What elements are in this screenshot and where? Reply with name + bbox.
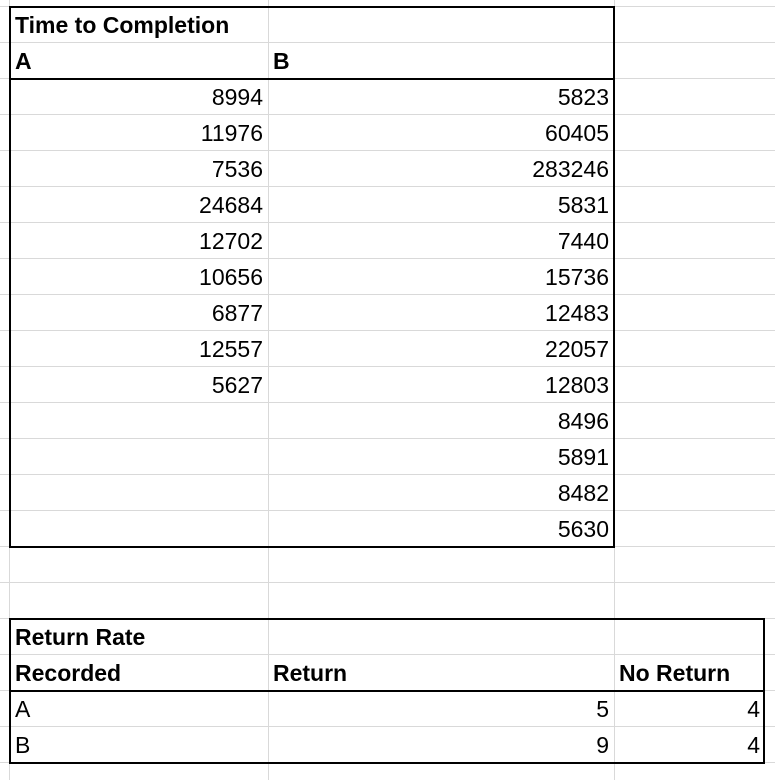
grid-row-line: [0, 114, 775, 115]
grid-row-line: [0, 582, 775, 583]
grid-row-line: [0, 42, 775, 43]
table1-a-cell[interactable]: 7536: [211, 156, 263, 182]
table1-b-cell[interactable]: 12803: [545, 372, 609, 398]
table1-b-cell[interactable]: 15736: [545, 264, 609, 290]
grid-row-line: [0, 654, 775, 655]
table1-a-cell[interactable]: 6877: [211, 300, 263, 326]
table1-header-b[interactable]: B: [273, 48, 290, 74]
grid-row-line: [0, 150, 775, 151]
table1-title[interactable]: Time to Completion: [15, 12, 230, 38]
table2-header-return[interactable]: Return: [273, 660, 348, 686]
grid-row-line: [0, 510, 775, 511]
table1-a-cell[interactable]: 10656: [199, 264, 263, 290]
table1-b-cell[interactable]: 5891: [557, 444, 609, 470]
grid-row-line: [0, 474, 775, 475]
grid-column-line: [268, 0, 269, 780]
table1-a-cell[interactable]: 12557: [199, 336, 263, 362]
grid-row-line: [0, 186, 775, 187]
table2-header-recorded[interactable]: Recorded: [15, 660, 122, 686]
table1-a-cell[interactable]: 12702: [199, 228, 263, 254]
table1-b-cell[interactable]: 22057: [545, 336, 609, 362]
table2-row-label[interactable]: B: [15, 732, 31, 758]
grid-row-line: [0, 222, 775, 223]
grid-row-line: [0, 366, 775, 367]
table1-a-cell[interactable]: 5627: [211, 372, 263, 398]
table2-no-return-cell[interactable]: 4: [747, 696, 760, 722]
table2-header-divider: [9, 690, 765, 692]
grid-row-line: [0, 258, 775, 259]
table2-return-cell[interactable]: 9: [596, 732, 609, 758]
table1-b-cell[interactable]: 8482: [557, 480, 609, 506]
table1-b-cell[interactable]: 12483: [545, 300, 609, 326]
table1-b-cell[interactable]: 5630: [557, 516, 609, 542]
grid-row-line: [0, 438, 775, 439]
table1-b-cell[interactable]: 5823: [557, 84, 609, 110]
table1-header-divider: [9, 78, 615, 80]
table1-border: [9, 6, 615, 548]
grid-row-line: [0, 726, 775, 727]
table1-b-cell[interactable]: 8496: [557, 408, 609, 434]
table1-b-cell[interactable]: 5831: [557, 192, 609, 218]
table1-b-cell[interactable]: 60405: [545, 120, 609, 146]
grid-row-line: [0, 402, 775, 403]
table1-a-cell[interactable]: 24684: [199, 192, 263, 218]
table1-a-cell[interactable]: 8994: [211, 84, 263, 110]
table2-return-cell[interactable]: 5: [596, 696, 609, 722]
table1-b-cell[interactable]: 283246: [532, 156, 609, 182]
grid-row-line: [0, 330, 775, 331]
table2-row-label[interactable]: A: [15, 696, 31, 722]
table1-a-cell[interactable]: 11976: [200, 120, 263, 146]
table1-header-a[interactable]: A: [15, 48, 32, 74]
grid-row-line: [0, 294, 775, 295]
table1-b-cell[interactable]: 7440: [557, 228, 609, 254]
table2-header-no-return[interactable]: No Return: [619, 660, 731, 686]
table2-no-return-cell[interactable]: 4: [747, 732, 760, 758]
table2-title[interactable]: Return Rate: [15, 624, 146, 650]
